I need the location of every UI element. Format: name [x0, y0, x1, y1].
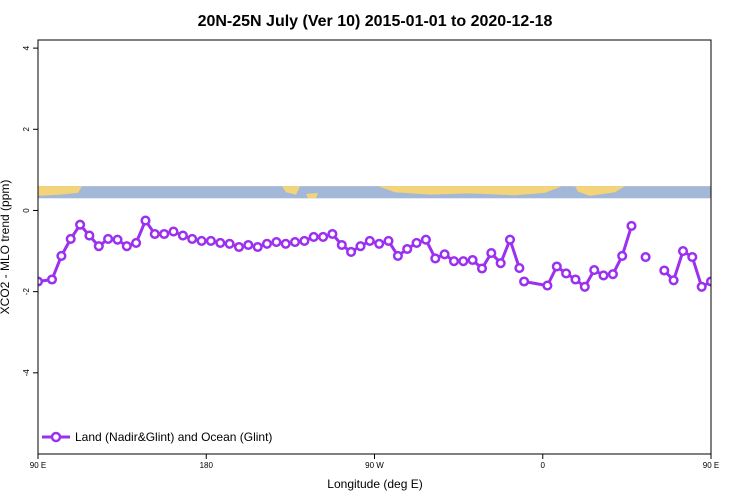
- data-point: [46, 274, 58, 285]
- series-line: [663, 249, 711, 289]
- data-point: [659, 265, 670, 276]
- data-point: [495, 258, 506, 269]
- data-point: [252, 241, 263, 253]
- data-point: [717, 276, 725, 284]
- x-tick-label: 90 E: [30, 461, 46, 470]
- data-point: [411, 237, 422, 248]
- data-point: [467, 254, 478, 266]
- data-point: [677, 246, 689, 257]
- legend-marker: [50, 431, 62, 443]
- strip-land: [38, 186, 625, 199]
- data-point: [261, 238, 273, 249]
- data-point: [168, 226, 179, 237]
- data-point: [112, 234, 123, 245]
- x-tick-label: 90 W: [365, 461, 384, 470]
- y-tick-label: 4: [22, 45, 31, 50]
- data-point: [420, 234, 431, 245]
- data-point: [617, 250, 628, 261]
- data-point: [579, 281, 590, 292]
- y-axis: -4 -2 0 2 4: [22, 45, 38, 376]
- x-tick-label: 0: [541, 461, 546, 470]
- data-point: [735, 235, 743, 243]
- y-axis-label: XCO2 - MLO trend (ppm): [0, 180, 12, 315]
- data-point: [542, 280, 553, 291]
- data-point: [640, 252, 651, 263]
- data-point: [177, 230, 188, 241]
- data-point: [271, 237, 282, 248]
- data-point: [75, 219, 86, 230]
- data-point: [486, 248, 497, 259]
- data-point: [308, 231, 319, 242]
- y-tick-label: 0: [22, 208, 31, 213]
- data-point: [346, 246, 357, 257]
- data-point: [149, 228, 160, 240]
- data-point: [140, 215, 151, 226]
- data-point: [626, 220, 637, 231]
- data-point: [687, 252, 698, 263]
- series-layer: [38, 215, 750, 292]
- data-point: [402, 243, 413, 255]
- data-point: [514, 263, 525, 274]
- land-ocean-strip: [38, 186, 711, 199]
- data-point: [439, 249, 450, 260]
- data-point: [374, 238, 385, 249]
- data-point: [205, 235, 216, 246]
- data-point: [726, 252, 734, 260]
- data-point: [589, 265, 600, 276]
- data-point: [570, 274, 581, 285]
- data-point: [476, 263, 488, 274]
- data-point: [668, 275, 679, 286]
- legend-label: Land (Nadir&Glint) and Ocean (Glint): [75, 430, 272, 444]
- data-point: [299, 235, 310, 246]
- data-point: [607, 269, 618, 280]
- x-tick-label: 180: [200, 461, 214, 470]
- data-point: [215, 237, 226, 248]
- data-point: [159, 228, 170, 240]
- data-point: [392, 250, 403, 261]
- data-point: [84, 230, 95, 241]
- data-point: [289, 237, 301, 248]
- data-point: [103, 233, 114, 244]
- data-point: [187, 233, 198, 244]
- data-point: [233, 241, 245, 253]
- data-point: [196, 235, 207, 246]
- data-point: [65, 233, 76, 244]
- y-tick-label: -2: [22, 288, 31, 296]
- data-point: [430, 253, 441, 264]
- data-point: [318, 231, 329, 242]
- y-tick-label: 2: [22, 127, 31, 132]
- data-point: [705, 276, 711, 287]
- data-point: [561, 268, 572, 279]
- data-point: [598, 270, 609, 281]
- data-point: [519, 276, 530, 287]
- data-point: [355, 241, 366, 252]
- x-tick-label: 90 E: [703, 461, 719, 470]
- data-point: [696, 281, 707, 292]
- legend: Land (Nadir&Glint) and Ocean (Glint): [42, 430, 272, 444]
- data-point: [327, 228, 338, 240]
- data-point: [56, 250, 67, 261]
- data-point: [336, 239, 347, 251]
- chart-title: 20N-25N July (Ver 10) 2015-01-01 to 2020…: [198, 13, 553, 30]
- data-point: [93, 241, 104, 252]
- y-tick-label: -4: [22, 369, 31, 377]
- data-point: [504, 234, 516, 245]
- data-point: [364, 235, 375, 246]
- data-point: [551, 261, 562, 272]
- data-point: [448, 256, 460, 267]
- data-point: [383, 235, 394, 246]
- x-axis-label: Longitude (deg E): [327, 477, 422, 491]
- data-point: [243, 239, 254, 251]
- data-point: [458, 256, 469, 267]
- data-point: [280, 238, 291, 249]
- data-point: [121, 241, 132, 252]
- data-point: [224, 238, 235, 249]
- data-point: [745, 221, 750, 229]
- data-point: [131, 237, 142, 248]
